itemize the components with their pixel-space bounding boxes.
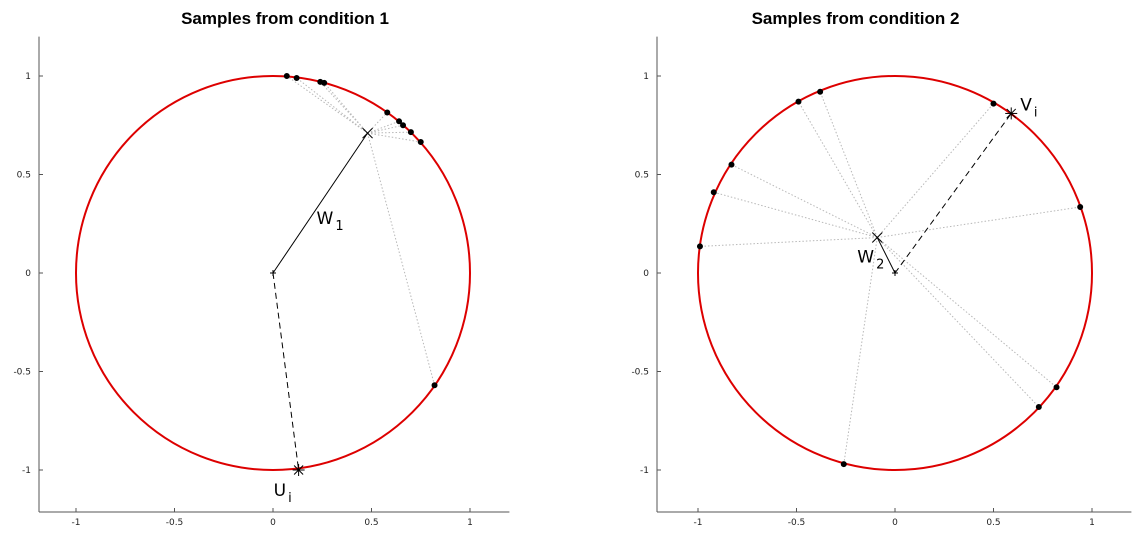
sample-guide-line bbox=[713, 191, 878, 239]
sample-point bbox=[728, 161, 735, 168]
reference-label-main: U bbox=[274, 481, 286, 501]
y-tick-label: -0.5 bbox=[13, 368, 31, 378]
sample-point bbox=[817, 88, 824, 95]
chart-panel-condition-1: Samples from condition 1 -1 -0.5 0 0.5 1 -1 -0… bbox=[0, 0, 570, 540]
sample-point bbox=[840, 461, 847, 468]
sample-guide-line bbox=[843, 237, 878, 465]
chart-plot-area: -1 -0.5 0 0.5 1 -1 -0.5 0 0.5 1 W 2 V i bbox=[631, 36, 1132, 528]
sample-point bbox=[710, 189, 717, 196]
y-tick-label: 1 bbox=[643, 72, 649, 82]
sample-point bbox=[417, 138, 424, 145]
sample-point bbox=[1035, 403, 1042, 410]
reference-star-marker bbox=[293, 465, 304, 475]
mean-vector-label-sub: 1 bbox=[335, 219, 343, 234]
sample-point bbox=[407, 129, 414, 136]
x-tick-label: -1 bbox=[694, 518, 703, 528]
sample-guide-line bbox=[699, 237, 878, 247]
y-tick-label: 0 bbox=[25, 269, 31, 279]
unit-circle bbox=[697, 75, 1093, 471]
sample-point bbox=[990, 100, 997, 107]
mean-vector-marker bbox=[871, 232, 883, 243]
y-tick-label: -1 bbox=[22, 466, 31, 476]
chart-panel-condition-2: Samples from condition 2 -1 -0.5 0 0.5 1 -1 -0… bbox=[570, 0, 1141, 540]
mean-vector-line bbox=[876, 237, 896, 274]
chart-title: Samples from condition 1 bbox=[181, 9, 389, 28]
sample-guide-line bbox=[877, 206, 1081, 239]
chart-plot-area: -1 -0.5 0 0.5 1-1-0.500.51W 1U i bbox=[13, 36, 510, 528]
sample-guide-line bbox=[876, 103, 994, 238]
sample-point bbox=[321, 79, 328, 86]
chart-title: Samples from condition 2 bbox=[751, 9, 960, 28]
sample-guide-line bbox=[367, 120, 400, 134]
sample-point bbox=[400, 122, 407, 129]
sample-point bbox=[431, 382, 438, 389]
sample-point bbox=[384, 109, 391, 116]
sample-guide-line bbox=[296, 77, 368, 134]
mean-vector-label-sub: 2 bbox=[876, 258, 884, 273]
sample-point bbox=[396, 118, 403, 125]
sample-point bbox=[1053, 384, 1060, 391]
sample-point bbox=[795, 98, 802, 105]
mean-vector-line bbox=[272, 132, 368, 274]
sample-point bbox=[283, 73, 290, 80]
y-tick-label: -0.5 bbox=[631, 368, 649, 378]
y-tick-label: 0.5 bbox=[635, 171, 649, 181]
sample-guide-line bbox=[876, 237, 1040, 408]
mean-vector-label-main: W bbox=[857, 248, 874, 268]
sample-point bbox=[293, 74, 300, 81]
sample-guide-line bbox=[731, 164, 878, 238]
reference-label-main: V bbox=[1020, 95, 1032, 115]
sample-guide-line bbox=[876, 237, 1057, 388]
sample-point bbox=[696, 243, 703, 250]
x-tick-label: 0 bbox=[892, 518, 898, 528]
mean-vector-label-main: W bbox=[317, 209, 334, 229]
sample-guide-line bbox=[819, 91, 878, 238]
x-tick-label: 0 bbox=[270, 518, 276, 528]
x-tick-label: 0.5 bbox=[986, 518, 1000, 528]
sample-guide-line bbox=[286, 75, 368, 134]
y-tick-label: 0 bbox=[643, 269, 649, 279]
x-tick-label: 1 bbox=[1089, 518, 1095, 528]
x-tick-label: 0.5 bbox=[364, 518, 378, 528]
x-tick-label: -1 bbox=[72, 518, 81, 528]
sample-guide-line bbox=[367, 133, 436, 386]
reference-dashed-line bbox=[894, 113, 1012, 274]
reference-label-sub: i bbox=[1034, 105, 1038, 120]
x-tick-label: -0.5 bbox=[788, 518, 806, 528]
sample-guide-line bbox=[367, 131, 411, 134]
unit-circle bbox=[75, 75, 471, 471]
sample-guide-line bbox=[367, 124, 404, 134]
mean-vector-marker bbox=[362, 127, 373, 139]
reference-star-marker bbox=[1006, 108, 1017, 119]
y-tick-label: 1 bbox=[25, 72, 31, 82]
reference-dashed-line bbox=[272, 272, 300, 471]
sample-point bbox=[1077, 204, 1084, 211]
sample-guide-line bbox=[323, 82, 368, 134]
x-tick-label: -0.5 bbox=[166, 518, 184, 528]
x-tick-label: 1 bbox=[467, 518, 473, 528]
reference-label-sub: i bbox=[288, 491, 292, 506]
y-tick-label: 0.5 bbox=[17, 171, 31, 181]
y-tick-label: -1 bbox=[640, 466, 649, 476]
sample-guide-line bbox=[798, 101, 878, 238]
